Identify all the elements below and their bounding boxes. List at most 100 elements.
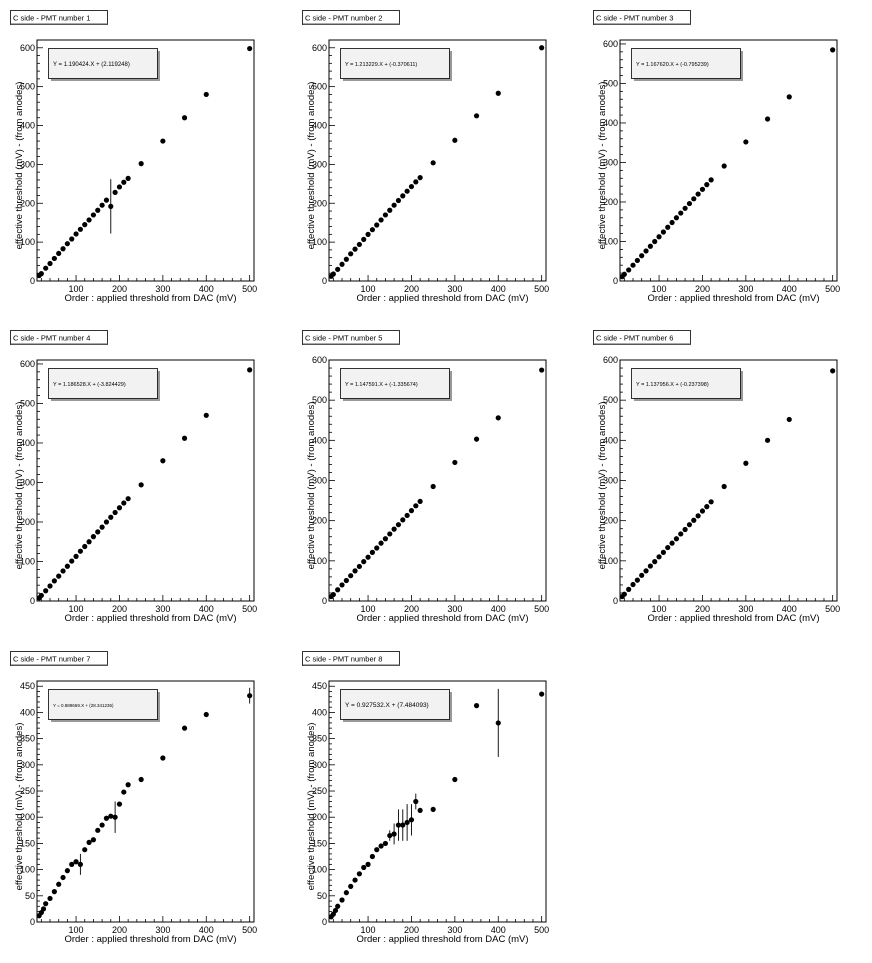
y-tick-label: 400 xyxy=(20,438,35,448)
chart-title-box: C side - PMT number 8 xyxy=(302,651,400,666)
data-point xyxy=(413,179,419,185)
data-point xyxy=(413,793,419,810)
y-axis-label: effective threshold (mV) - (from anodes) xyxy=(14,82,25,250)
data-point xyxy=(138,161,144,167)
data-point xyxy=(181,115,188,121)
y-tick-label: 300 xyxy=(603,476,618,486)
y-tick-label: 50 xyxy=(317,891,327,901)
data-point xyxy=(64,868,70,874)
data-point xyxy=(626,267,632,273)
data-point xyxy=(348,251,354,257)
chart-title: C side - PMT number 4 xyxy=(13,334,90,343)
data-point xyxy=(343,256,349,262)
data-point xyxy=(339,261,345,267)
data-point xyxy=(417,175,423,181)
data-point xyxy=(704,182,710,188)
data-point xyxy=(673,536,680,542)
x-tick-label: 200 xyxy=(695,604,710,614)
fit-equation: Y = 1.137956.X + (-0.237398) xyxy=(636,382,709,388)
data-point xyxy=(656,234,662,240)
x-tick-label: 500 xyxy=(534,604,549,614)
x-tick-label: 400 xyxy=(199,604,214,614)
data-point xyxy=(404,512,410,519)
x-tick-label: 400 xyxy=(199,284,214,294)
data-point xyxy=(73,859,79,865)
fit-box: Y = 1.147591.X + (-1.335674) xyxy=(340,368,452,401)
y-tick-label: 450 xyxy=(312,681,327,691)
y-tick-label: 400 xyxy=(312,121,327,131)
data-point xyxy=(400,809,406,841)
chart-panel-2: C side - PMT number 2 100 200 300 400 500 0 100… xyxy=(292,0,582,321)
fit-equation: Y = 1.213229.X + (-0.370611) xyxy=(345,62,417,68)
fit-box: Y = 1.137956.X + (-0.237398) xyxy=(631,368,743,401)
data-point xyxy=(203,91,209,98)
data-point xyxy=(56,573,62,579)
x-axis-label: Order : applied threshold from DAC (mV) xyxy=(64,934,236,945)
y-tick-label: 600 xyxy=(20,359,35,369)
data-point xyxy=(103,815,110,821)
data-point xyxy=(160,458,166,464)
data-point xyxy=(395,197,402,204)
data-point xyxy=(51,255,57,262)
data-point xyxy=(400,517,406,523)
y-tick-label: 500 xyxy=(20,82,35,92)
y-tick-label: 100 xyxy=(20,865,35,875)
data-point xyxy=(539,691,545,697)
data-point xyxy=(634,577,640,583)
data-point xyxy=(335,266,341,272)
data-point xyxy=(665,544,671,551)
data-point xyxy=(82,222,88,228)
x-tick-label: 200 xyxy=(404,284,419,294)
chart-panel-7: C side - PMT number 7 100 200 300 400 500 0 50 1… xyxy=(0,641,290,962)
data-point xyxy=(686,200,693,207)
fit-box: Y = 1.167620.X + (-0.795239) xyxy=(631,48,743,81)
data-point xyxy=(452,137,458,143)
data-point xyxy=(382,536,389,542)
data-point xyxy=(90,212,97,218)
data-point xyxy=(330,271,336,277)
y-tick-label: 500 xyxy=(312,395,327,405)
data-point xyxy=(330,591,336,598)
data-point xyxy=(116,801,123,807)
y-tick-label: 100 xyxy=(603,236,618,246)
data-point xyxy=(82,543,88,550)
y-tick-label: 0 xyxy=(322,276,327,286)
x-tick-label: 400 xyxy=(782,604,797,614)
y-tick-label: 400 xyxy=(603,435,618,445)
data-point xyxy=(73,553,79,559)
x-tick-label: 200 xyxy=(112,284,127,294)
y-axis-label: effective threshold (mV) - (from anodes) xyxy=(14,402,25,570)
data-point xyxy=(678,210,684,216)
y-tick-label: 600 xyxy=(20,43,35,53)
x-tick-label: 500 xyxy=(534,284,549,294)
y-tick-label: 50 xyxy=(25,891,35,901)
chart-title: C side - PMT number 7 xyxy=(13,655,90,664)
x-tick-label: 200 xyxy=(112,925,127,935)
data-point xyxy=(64,563,70,569)
data-point xyxy=(652,238,658,245)
data-point xyxy=(112,801,118,833)
data-point xyxy=(181,725,188,731)
chart-svg-5: C side - PMT number 5 100 200 300 400 500 0 100… xyxy=(302,330,549,624)
fit-equation: Y = 0.889669.X + (28.341236) xyxy=(53,703,114,708)
data-point xyxy=(73,231,79,237)
y-tick-label: 0 xyxy=(30,276,35,286)
data-point xyxy=(691,517,697,523)
x-tick-label: 400 xyxy=(199,925,214,935)
data-point xyxy=(361,559,367,565)
chart-svg-8: C side - PMT number 8 100 200 300 400 500 0 50 1… xyxy=(302,651,549,945)
data-point xyxy=(764,116,771,122)
data-point xyxy=(656,554,662,560)
data-point xyxy=(247,367,253,373)
x-tick-label: 400 xyxy=(491,604,506,614)
x-tick-label: 300 xyxy=(155,284,170,294)
data-point xyxy=(90,837,97,843)
x-tick-label: 100 xyxy=(69,284,84,294)
data-point xyxy=(639,253,645,259)
data-point xyxy=(43,265,49,271)
x-tick-label: 200 xyxy=(404,604,419,614)
data-point xyxy=(382,840,389,847)
data-point xyxy=(352,568,358,574)
data-point xyxy=(643,568,649,574)
y-tick-label: 150 xyxy=(20,838,35,848)
